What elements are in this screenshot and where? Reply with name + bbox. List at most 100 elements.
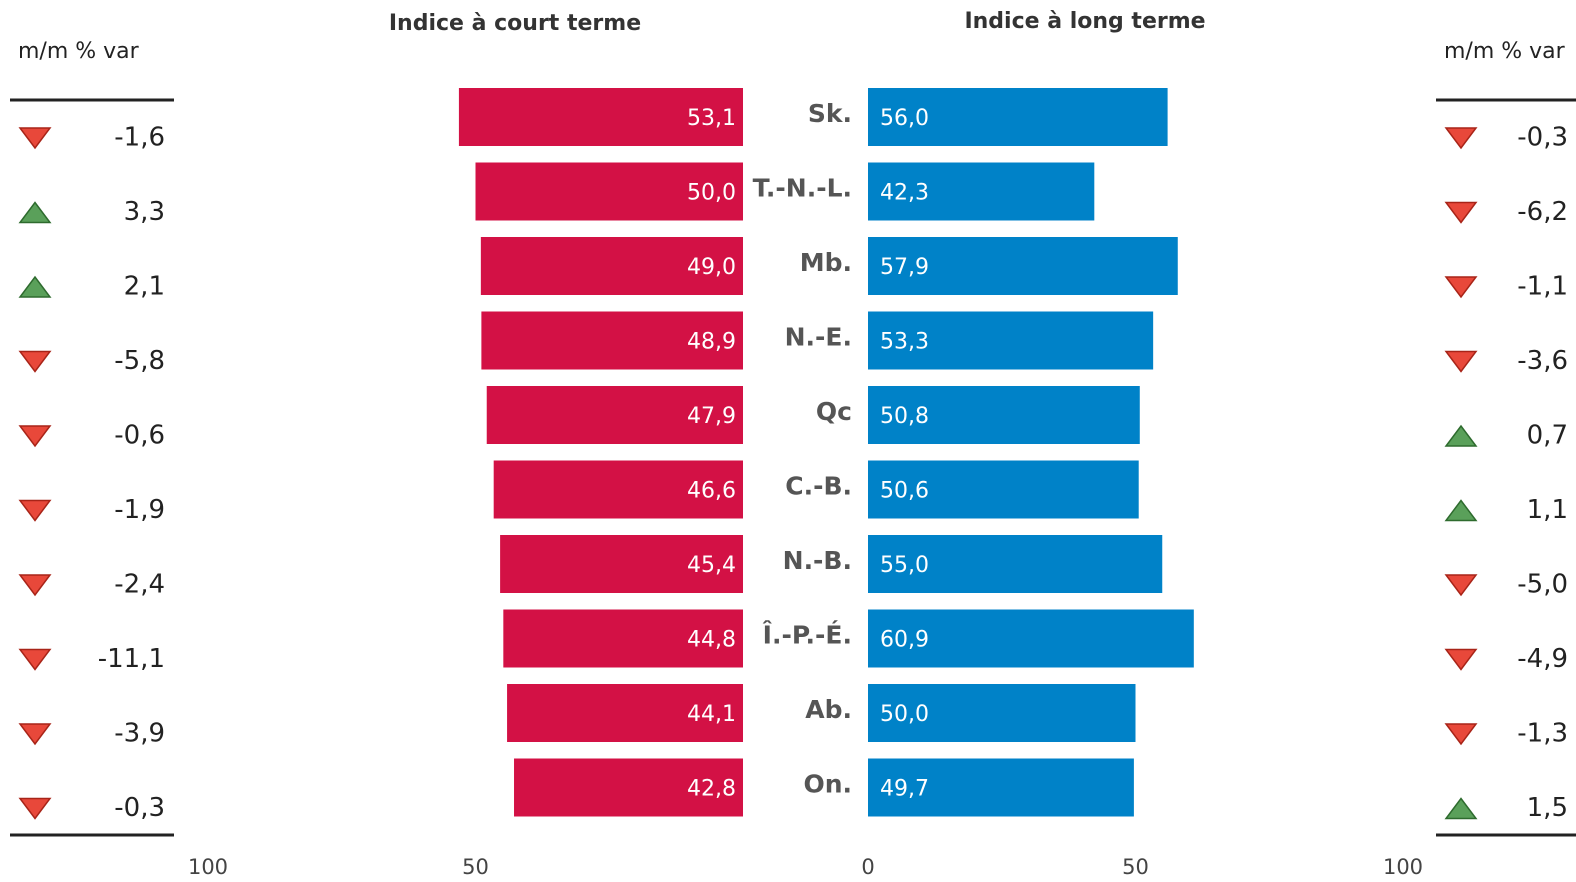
value-label: 42,8 [687, 777, 736, 802]
change-value: -3,9 [114, 719, 165, 749]
bar [500, 535, 743, 593]
bar [480, 237, 743, 295]
value-label: 50,6 [880, 479, 929, 504]
x-tick-label: 50 [1122, 855, 1149, 879]
x-tick-label: 100 [1383, 855, 1423, 879]
bar [481, 311, 743, 370]
bar [486, 386, 743, 444]
down-arrow [18, 350, 52, 373]
category-label: N.-E. [785, 323, 852, 352]
up-arrow [1444, 424, 1478, 447]
bar [868, 237, 1178, 295]
bar [868, 386, 1140, 444]
bar [868, 758, 1134, 817]
value-label: 45,4 [687, 553, 736, 578]
bar [868, 311, 1154, 370]
down-arrow [18, 425, 52, 448]
down-arrow [18, 648, 52, 671]
x-tick-label: 100 [188, 855, 228, 879]
category-label: Mb. [800, 248, 852, 277]
change-value: -0,3 [1517, 123, 1568, 153]
down-arrow [1444, 201, 1478, 224]
category-label: T.-N.-L. [753, 174, 852, 203]
value-label: 57,9 [880, 255, 929, 280]
up-arrow [1444, 797, 1478, 820]
change-value: -3,6 [1517, 346, 1568, 376]
bar [868, 88, 1168, 146]
value-label: 50,0 [880, 702, 929, 727]
down-arrow [1444, 723, 1478, 746]
series-title: Indice à court terme [389, 11, 641, 36]
bar [458, 88, 743, 146]
value-label: 44,1 [687, 702, 736, 727]
change-value: -1,9 [114, 495, 165, 525]
bar [868, 162, 1095, 221]
change-value: -0,3 [114, 793, 165, 823]
value-label: 49,7 [880, 777, 929, 802]
up-arrow [18, 275, 52, 298]
category-label: C.-B. [785, 472, 852, 501]
down-arrow [18, 499, 52, 522]
down-arrow [18, 574, 52, 597]
x-tick-label: 0 [861, 855, 874, 879]
bar [514, 758, 743, 817]
down-arrow [18, 723, 52, 746]
bar [493, 460, 743, 519]
change-value: -2,4 [114, 570, 165, 600]
bar [868, 609, 1194, 668]
category-label: Qc [816, 397, 852, 426]
change-value: -0,6 [114, 421, 165, 451]
change-value: 1,5 [1527, 793, 1568, 823]
down-arrow [1444, 127, 1478, 150]
down-arrow [1444, 276, 1478, 299]
series-title: Indice à long terme [964, 9, 1205, 34]
change-value: -5,0 [1517, 570, 1568, 600]
x-tick-label: 50 [462, 855, 489, 879]
value-label: 56,0 [880, 106, 929, 131]
bar [868, 460, 1139, 519]
bar [507, 684, 743, 742]
value-label: 53,3 [880, 330, 929, 355]
change-value: 0,7 [1527, 421, 1568, 451]
down-arrow [1444, 648, 1478, 671]
value-label: 53,1 [687, 106, 736, 131]
up-arrow [1444, 499, 1478, 522]
category-label: N.-B. [783, 546, 852, 575]
column-header: m/m % var [1444, 39, 1566, 64]
category-label: On. [803, 770, 852, 799]
change-value: -11,1 [98, 644, 165, 674]
change-value: 3,3 [124, 197, 165, 227]
value-label: 48,9 [687, 330, 736, 355]
change-value: 1,1 [1527, 495, 1568, 525]
change-value: -1,1 [1517, 272, 1568, 302]
change-value: -6,2 [1517, 197, 1568, 227]
column-header: m/m % var [18, 39, 140, 64]
change-value: 2,1 [124, 272, 165, 302]
change-value: -5,8 [114, 346, 165, 376]
value-label: 49,0 [687, 255, 736, 280]
value-label: 42,3 [880, 181, 929, 206]
bar [475, 162, 743, 221]
category-label: Ab. [805, 695, 852, 724]
value-label: 46,6 [687, 479, 736, 504]
value-label: 50,0 [687, 181, 736, 206]
down-arrow [1444, 350, 1478, 373]
value-label: 60,9 [880, 628, 929, 653]
down-arrow [18, 797, 52, 820]
down-arrow [18, 127, 52, 150]
change-value: -1,6 [114, 123, 165, 153]
category-label: Sk. [808, 99, 852, 128]
value-label: 47,9 [687, 404, 736, 429]
value-label: 44,8 [687, 628, 736, 653]
value-label: 50,8 [880, 404, 929, 429]
value-label: 55,0 [880, 553, 929, 578]
down-arrow [1444, 574, 1478, 597]
bar [868, 535, 1163, 593]
bar [503, 609, 743, 668]
change-value: -1,3 [1517, 719, 1568, 749]
up-arrow [18, 201, 52, 224]
change-value: -4,9 [1517, 644, 1568, 674]
bar [868, 684, 1136, 742]
category-label: Î.-P.-É. [763, 621, 852, 650]
